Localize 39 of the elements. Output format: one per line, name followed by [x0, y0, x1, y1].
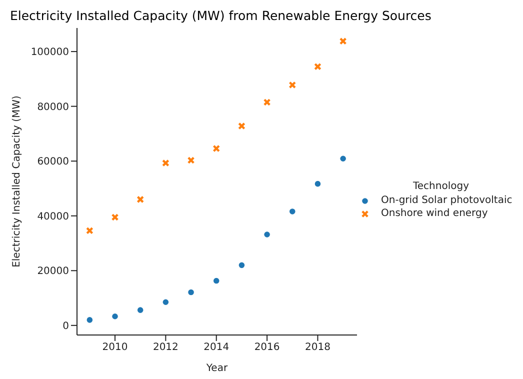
point — [212, 144, 220, 152]
y-tick-label: 0 — [62, 320, 69, 332]
point — [314, 62, 322, 70]
point — [111, 214, 119, 221]
y-tick-label: 80000 — [37, 102, 69, 113]
x-tick-label: 2012 — [152, 342, 178, 354]
chart-title: Electricity Installed Capacity (MW) from Renewable Energy Sources — [10, 8, 432, 25]
point — [238, 122, 246, 130]
y-tick-label: 60000 — [37, 156, 69, 168]
legend-label: On-grid Solar photovoltaic — [381, 195, 512, 206]
y-tick-label: 40000 — [37, 211, 69, 222]
point — [288, 81, 296, 89]
point — [188, 288, 195, 296]
y-tick-label: 100000 — [30, 47, 69, 58]
point — [187, 156, 195, 164]
point — [339, 37, 347, 45]
point — [162, 159, 170, 167]
point — [340, 155, 347, 162]
legend-title: Technology — [412, 181, 470, 192]
y-axis-title: Electricity Installed Capacity (MW) — [12, 95, 23, 268]
legend-label: Onshore wind energy — [381, 208, 488, 219]
point — [264, 230, 271, 238]
point — [263, 98, 271, 106]
x-tick-label: 2016 — [254, 342, 280, 354]
y-tick-label: 20000 — [37, 266, 69, 278]
point — [86, 226, 94, 234]
point — [288, 208, 296, 215]
point — [212, 277, 220, 284]
point — [314, 180, 322, 188]
x-tick-label: 2010 — [102, 342, 128, 354]
point — [136, 196, 144, 204]
point — [238, 262, 246, 269]
point — [162, 298, 170, 306]
point — [112, 312, 119, 320]
point — [136, 306, 144, 314]
x-tick-label: 2018 — [304, 342, 330, 354]
x-axis-title: Year — [205, 363, 228, 374]
x-tick-label: 2014 — [204, 342, 230, 354]
point — [86, 316, 94, 324]
